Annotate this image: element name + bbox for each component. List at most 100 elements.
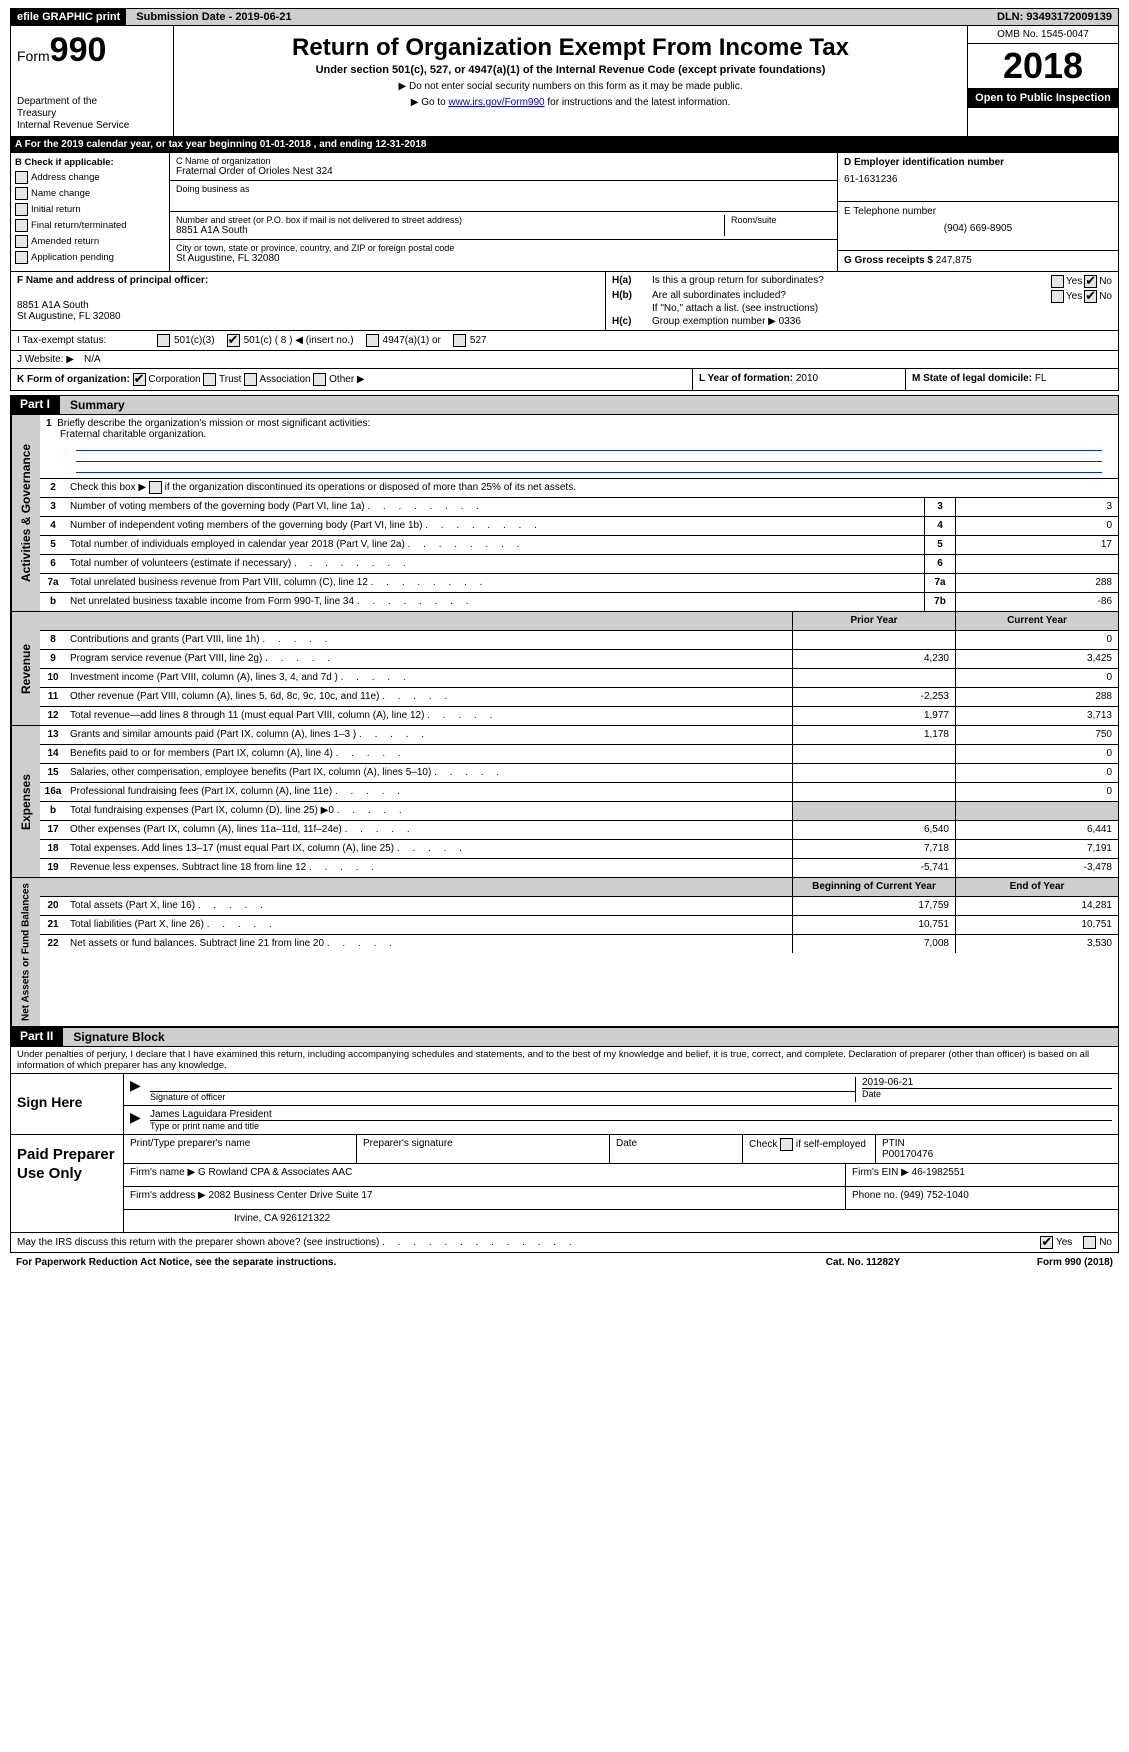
box-l: L Year of formation: 2010 (692, 369, 905, 390)
form-title: Return of Organization Exempt From Incom… (180, 34, 961, 62)
website-value: N/A (84, 354, 101, 365)
table-row: 6 Total number of volunteers (estimate i… (40, 555, 1118, 574)
efile-label: efile GRAPHIC print (11, 9, 126, 25)
dept-line3: Internal Revenue Service (17, 120, 167, 132)
column-headers: Prior Year Current Year (40, 612, 1118, 631)
sign-here-label: Sign Here (11, 1074, 124, 1134)
checkbox-icon[interactable] (366, 334, 379, 347)
checkbox-icon[interactable] (1051, 290, 1064, 303)
table-row: b Net unrelated business taxable income … (40, 593, 1118, 611)
netassets-headers: Beginning of Current Year End of Year (40, 878, 1118, 897)
box-h: H(a) Is this a group return for subordin… (605, 272, 1118, 330)
section-a-bar: A For the 2019 calendar year, or tax yea… (10, 137, 1119, 153)
dept-line2: Treasury (17, 108, 167, 120)
table-row: 10 Investment income (Part VIII, column … (40, 669, 1118, 688)
website-row: J Website: ▶ N/A (10, 351, 1119, 369)
gross-receipts: 247,875 (936, 255, 972, 266)
table-row: 19 Revenue less expenses. Subtract line … (40, 859, 1118, 877)
box-b: B Check if applicable: Address change Na… (11, 153, 170, 271)
dept-line1: Department of the (17, 96, 167, 108)
checkbox-icon[interactable] (157, 334, 170, 347)
checkbox-icon[interactable] (15, 203, 28, 216)
checkbox-icon[interactable] (203, 373, 216, 386)
table-row: 22 Net assets or fund balances. Subtract… (40, 935, 1118, 953)
checkbox-icon[interactable] (453, 334, 466, 347)
box-c: C Name of organization Fraternal Order o… (170, 153, 837, 271)
checkbox-icon[interactable] (149, 481, 162, 494)
box-d-label: D Employer identification number (844, 157, 1112, 168)
note-ssn: ▶ Do not enter social security numbers o… (180, 81, 961, 92)
sign-date: 2019-06-21 (862, 1077, 1112, 1089)
box-f: F Name and address of principal officer:… (11, 272, 605, 330)
org-name: Fraternal Order of Orioles Nest 324 (176, 166, 831, 177)
checkbox-icon[interactable] (313, 373, 326, 386)
ein-value: 61-1631236 (844, 174, 1112, 185)
revenue-side-label: Revenue (11, 612, 40, 725)
checkbox-icon[interactable] (133, 373, 146, 386)
table-row: 4 Number of independent voting members o… (40, 517, 1118, 536)
checkbox-icon[interactable] (1084, 275, 1097, 288)
checkbox-icon[interactable] (15, 251, 28, 264)
submission-date: Submission Date - 2019-06-21 (126, 9, 301, 25)
table-row: 7a Total unrelated business revenue from… (40, 574, 1118, 593)
table-row: 16a Professional fundraising fees (Part … (40, 783, 1118, 802)
table-row: 8 Contributions and grants (Part VIII, l… (40, 631, 1118, 650)
checkbox-icon[interactable] (1040, 1236, 1053, 1249)
expenses-side-label: Expenses (11, 726, 40, 877)
form-header: Form990 Department of the Treasury Inter… (10, 26, 1119, 137)
checkbox-icon[interactable] (227, 334, 240, 347)
part1-tab: Part I (10, 395, 60, 415)
table-row: 9 Program service revenue (Part VIII, li… (40, 650, 1118, 669)
table-row: 20 Total assets (Part X, line 16) . . . … (40, 897, 1118, 916)
box-g-label: G Gross receipts $ (844, 255, 933, 266)
table-row: 18 Total expenses. Add lines 13–17 (must… (40, 840, 1118, 859)
telephone: (904) 669-8905 (844, 223, 1112, 234)
perjury-statement: Under penalties of perjury, I declare th… (11, 1047, 1118, 1073)
group-exemption: 0336 (779, 316, 801, 327)
checkbox-icon[interactable] (15, 187, 28, 200)
city-state-zip: St Augustine, FL 32080 (176, 253, 831, 264)
firm-address: 2082 Business Center Drive Suite 17 (209, 1190, 373, 1201)
note-goto: ▶ Go to www.irs.gov/Form990 for instruct… (180, 97, 961, 108)
part2-tab: Part II (10, 1027, 63, 1047)
line-1: 1 Briefly describe the organization's mi… (40, 415, 1118, 479)
checkbox-icon[interactable] (1083, 1236, 1096, 1249)
table-row: 13 Grants and similar amounts paid (Part… (40, 726, 1118, 745)
checkbox-icon[interactable] (15, 171, 28, 184)
top-bar: efile GRAPHIC print Submission Date - 20… (10, 8, 1119, 26)
arrow-icon: ▶ (130, 1077, 150, 1102)
checkbox-icon[interactable] (15, 235, 28, 248)
arrow-icon: ▶ (130, 1109, 150, 1131)
checkbox-icon[interactable] (1084, 290, 1097, 303)
firm-ein: 46-1982551 (912, 1167, 965, 1178)
table-row: 5 Total number of individuals employed i… (40, 536, 1118, 555)
ptin: P00170476 (882, 1149, 1112, 1160)
part2-title: Signature Block (63, 1027, 1119, 1047)
table-row: b Total fundraising expenses (Part IX, c… (40, 802, 1118, 821)
table-row: 3 Number of voting members of the govern… (40, 498, 1118, 517)
table-row: 15 Salaries, other compensation, employe… (40, 764, 1118, 783)
form-prefix: Form (17, 48, 50, 64)
form-number: 990 (50, 31, 107, 69)
table-row: 11 Other revenue (Part VIII, column (A),… (40, 688, 1118, 707)
firm-name: G Rowland CPA & Associates AAC (198, 1167, 352, 1178)
open-to-public: Open to Public Inspection (968, 88, 1118, 108)
checkbox-icon[interactable] (780, 1138, 793, 1151)
part1-title: Summary (60, 395, 1119, 415)
dln: DLN: 93493172009139 (991, 9, 1118, 25)
table-row: 12 Total revenue—add lines 8 through 11 … (40, 707, 1118, 725)
firm-phone: (949) 752-1040 (900, 1190, 968, 1201)
form-subtitle: Under section 501(c), 527, or 4947(a)(1)… (180, 64, 961, 76)
table-row: 14 Benefits paid to or for members (Part… (40, 745, 1118, 764)
box-e-label: E Telephone number (844, 206, 1112, 217)
irs-link[interactable]: www.irs.gov/Form990 (448, 97, 544, 108)
box-m: M State of legal domicile: FL (905, 369, 1118, 390)
checkbox-icon[interactable] (1051, 275, 1064, 288)
street-address: 8851 A1A South (176, 225, 724, 236)
tax-year: 2018 (968, 44, 1118, 88)
officer-name: James Laguidara President (150, 1109, 1112, 1121)
line-2: 2 Check this box ▶ if the organization d… (40, 479, 1118, 498)
table-row: 17 Other expenses (Part IX, column (A), … (40, 821, 1118, 840)
checkbox-icon[interactable] (244, 373, 257, 386)
checkbox-icon[interactable] (15, 219, 28, 232)
